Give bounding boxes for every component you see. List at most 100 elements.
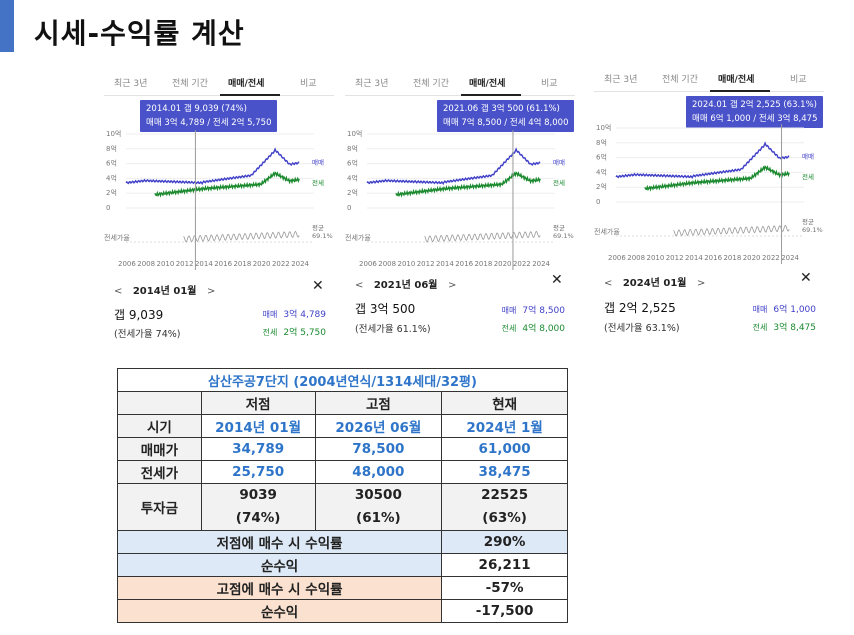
chart-panel-1: 최근 3년 전체 기간 매매/전세 비교 2014.01 갭 9,039 (74… (104, 70, 334, 340)
ratio-series-line (424, 230, 541, 243)
x-axis-label: 2016 (214, 260, 232, 268)
sale-label: 매매 (262, 310, 278, 319)
jeonse-label: 전세 (752, 323, 768, 332)
tab-all-period[interactable]: 전체 기간 (172, 79, 208, 89)
next-month-button[interactable]: > (696, 278, 706, 289)
jeonse-series-line (644, 165, 790, 192)
high-profit-value: -17,500 (441, 599, 568, 623)
tab-sale-jeonse[interactable]: 매매/전세 (718, 75, 755, 85)
x-axis-label: 2020 (743, 254, 761, 262)
legend-jeonse: 전세 (312, 178, 324, 187)
x-axis-label: 2008 (137, 260, 155, 268)
chart-panel-3: 최근 3년 전체 기간 매매/전세 비교 2024.01 갭 2억 2,525 … (594, 66, 824, 336)
header-low: 저점 (200, 391, 316, 415)
ratio-series-line (183, 230, 300, 243)
jeonse-series-line (154, 171, 300, 198)
tab-compare[interactable]: 비교 (300, 79, 317, 89)
y-axis-label: 4억 (347, 174, 358, 182)
high-return-value: -57% (441, 576, 568, 600)
tab-recent-3y[interactable]: 최근 3년 (355, 79, 389, 89)
ratio-axis-label: 전세가율 (345, 233, 371, 242)
x-axis-label: 2022 (762, 254, 780, 262)
tab-sale-jeonse[interactable]: 매매/전세 (228, 79, 265, 89)
close-icon[interactable]: ✕ (312, 278, 324, 294)
prev-month-button[interactable]: < (604, 278, 613, 289)
jeonse-label: 전세 (501, 324, 517, 333)
table-row-invest: 투자금 9039 (74%) 30500 (61%) 22525 (63%) (117, 483, 568, 531)
y-axis-label: 0 (596, 198, 600, 206)
table-title: 삼산주공7단지 (2004년연식/1314세대/32평) (117, 368, 568, 392)
tooltip-line-2: 매매 6억 1,000 / 전세 3억 8,475 (692, 114, 818, 124)
cell-low: 34,789 (200, 437, 316, 461)
cell-high: 48,000 (314, 460, 443, 484)
cell-current: 61,000 (441, 437, 568, 461)
sale-value: 7억 8,500 (522, 306, 565, 316)
next-month-button[interactable]: > (447, 280, 457, 291)
tab-recent-3y[interactable]: 최근 3년 (114, 79, 148, 89)
low-profit-value: 26,211 (441, 553, 568, 577)
legend-average-value: 69.1% (802, 226, 823, 234)
x-axis-label: 2014 (685, 254, 703, 262)
price-chart[interactable]: 10억 8억 6억 4억 2억 0 전세가율 2006 2008 2010 2012 2014 2016… (104, 130, 334, 270)
chart-tooltip: 2024.01 갭 2억 2,525 (63.1%) 매매 6억 1,000 /… (686, 96, 824, 128)
tab-sale-jeonse[interactable]: 매매/전세 (469, 79, 506, 89)
x-axis-label: 2008 (627, 254, 645, 262)
tooltip-line-2: 매매 7억 8,500 / 전세 4억 8,000 (443, 118, 569, 128)
price-chart[interactable]: 10억 8억 6억 4억 2억 0 전세가율 2006 2008 2010 2012 2014 2016… (345, 130, 575, 270)
selected-date: 2014년 01월 (132, 286, 197, 297)
header-empty (117, 391, 202, 415)
cell-high: 78,500 (314, 437, 443, 461)
gap-amount: 갭 2억 2,525 (604, 301, 676, 315)
legend-sale: 매매 (312, 159, 324, 167)
close-icon[interactable]: ✕ (551, 272, 563, 288)
row-label: 전세가 (117, 460, 202, 484)
sale-price: 매매 7억 8,500 (502, 303, 565, 316)
tab-compare[interactable]: 비교 (541, 79, 558, 89)
x-axis-label: 2014 (195, 260, 213, 268)
prev-month-button[interactable]: < (114, 286, 123, 297)
prev-month-button[interactable]: < (355, 280, 364, 291)
tooltip-line-1: 2014.01 갭 9,039 (74%) (146, 104, 247, 114)
x-axis-label: 2018 (723, 254, 741, 262)
tab-all-period[interactable]: 전체 기간 (413, 79, 449, 89)
jeonse-ratio: (전세가율 74%) (114, 329, 181, 340)
tab-bar: 최근 3년 전체 기간 매매/전세 비교 (345, 70, 575, 96)
header-high: 고점 (314, 391, 443, 415)
table-row-jeonse: 전세가 25,750 48,000 38,475 (117, 460, 568, 484)
table-row-high-profit: 순수익 -17,500 (116, 599, 568, 623)
table-row-low-return: 저점에 매수 시 수익률 290% (116, 530, 568, 554)
close-icon[interactable]: ✕ (800, 270, 812, 286)
sale-value: 6억 1,000 (773, 305, 816, 315)
tab-compare[interactable]: 비교 (790, 75, 807, 85)
cell-low: 9039 (74%) (200, 483, 316, 531)
x-axis-label: 2014 (436, 260, 454, 268)
cell-high: 2026년 06월 (314, 414, 443, 438)
jeonse-price: 전세 4억 8,000 (502, 321, 565, 334)
sale-price: 매매 3억 4,789 (263, 307, 326, 320)
table-row-high-return: 고점에 매수 시 수익률 -57% (116, 576, 568, 600)
title-accent-bar (0, 0, 14, 52)
sale-series-line (615, 141, 790, 180)
sale-value: 3억 4,789 (283, 310, 326, 320)
row-label: 투자금 (117, 483, 202, 531)
invest-ratio: (74%) (235, 510, 281, 526)
invest-ratio: (61%) (356, 510, 401, 526)
x-axis-label: 2024 (291, 260, 309, 268)
x-axis-label: 2012 (666, 254, 684, 262)
tab-recent-3y[interactable]: 최근 3년 (604, 75, 638, 85)
next-month-button[interactable]: > (206, 286, 216, 297)
high-profit-label: 순수익 (116, 599, 443, 623)
jeonse-price: 전세 2억 5,750 (263, 325, 326, 338)
cell-low: 25,750 (200, 460, 316, 484)
jeonse-series-line (395, 171, 541, 198)
invest-amount: 30500 (354, 487, 402, 503)
tooltip-line-1: 2024.01 갭 2억 2,525 (63.1%) (692, 100, 817, 110)
x-axis-label: 2024 (781, 254, 799, 262)
high-return-label: 고점에 매수 시 수익률 (116, 576, 443, 600)
price-chart[interactable]: 10억 8억 6억 4억 2억 0 전세가율 2006 2008 2010 2012 2014 2016… (594, 124, 824, 264)
tooltip-line-1: 2021.06 갭 3억 500 (61.1%) (443, 104, 560, 114)
date-navigator: < 2024년 01월 > (604, 274, 705, 289)
chart-tooltip: 2021.06 갭 3억 500 (61.1%) 매매 7억 8,500 / 전… (437, 100, 575, 132)
y-axis-label: 8억 (106, 145, 117, 153)
tab-all-period[interactable]: 전체 기간 (662, 75, 698, 85)
